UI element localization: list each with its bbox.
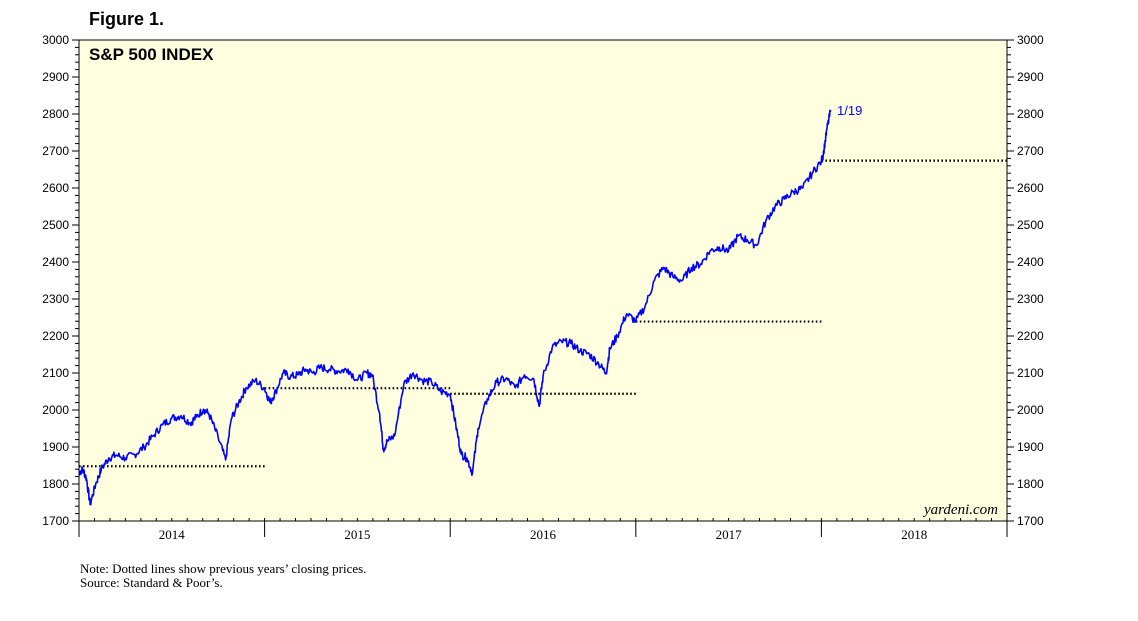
series-group [78,109,832,506]
y-tick-label-right: 2500 [1017,218,1044,232]
sp500-chart: 1700 1800 1900 2000 2100 2200 2300 2400 2500 2600… [42,33,1044,542]
reference-lines [79,159,1007,468]
y-tick-label-left: 1700 [42,514,69,528]
x-tick-label: 2016 [530,527,557,542]
y-tick-label-left: 2200 [42,329,69,343]
right-y-axis: 1700 1800 1900 2000 2100 2200 2300 2400 2500 2600… [1007,33,1044,528]
plot-area [78,39,1008,522]
x-axis: 2014 2015 2016 2017 2018 [78,518,1008,542]
y-tick-label-right: 2000 [1017,403,1044,417]
y-tick-label-right: 2300 [1017,292,1044,306]
y-tick-label-right: 2900 [1017,70,1044,84]
sp500-series-line [78,109,832,506]
source-text: Source: Standard & Poor’s. [80,575,223,590]
y-tick-label-right: 2600 [1017,181,1044,195]
x-tick-label: 2018 [901,527,927,542]
y-tick-label-left: 2600 [42,181,69,195]
y-tick-label-left: 2000 [42,403,69,417]
x-tick-label: 2015 [344,527,370,542]
notes: Note: Dotted lines show previous years’ … [80,562,366,590]
left-y-axis: 1700 1800 1900 2000 2100 2200 2300 2400 2500 2600… [42,33,79,528]
figure-label: Figure 1. [89,9,165,29]
y-tick-label-left: 2300 [42,292,69,306]
y-tick-label-left: 2700 [42,144,69,158]
y-tick-label-right: 1900 [1017,440,1044,454]
y-tick-label-left: 2100 [42,366,69,380]
end-label: 1/19 [837,103,862,118]
y-tick-label-right: 2700 [1017,144,1044,158]
y-tick-label-right: 3000 [1017,33,1044,47]
y-tick-label-right: 2200 [1017,329,1044,343]
y-tick-label-right: 2400 [1017,255,1044,269]
y-tick-label-right: 2100 [1017,366,1044,380]
y-tick-label-left: 2800 [42,107,69,121]
y-tick-label-left: 3000 [42,33,69,47]
y-tick-label-left: 1800 [42,477,69,491]
y-tick-label-right: 1700 [1017,514,1044,528]
y-tick-label-left: 2500 [42,218,69,232]
watermark: yardeni.com [922,502,998,518]
y-tick-label-right: 2800 [1017,107,1044,121]
chart-title: S&P 500 INDEX [89,45,214,64]
y-tick-label-left: 2900 [42,70,69,84]
y-tick-label-left: 1900 [42,440,69,454]
y-tick-label-right: 1800 [1017,477,1044,491]
x-tick-label: 2014 [159,527,186,542]
y-tick-label-left: 2400 [42,255,69,269]
note-text: Note: Dotted lines show previous years’ … [80,561,367,576]
x-tick-label: 2017 [716,527,743,542]
